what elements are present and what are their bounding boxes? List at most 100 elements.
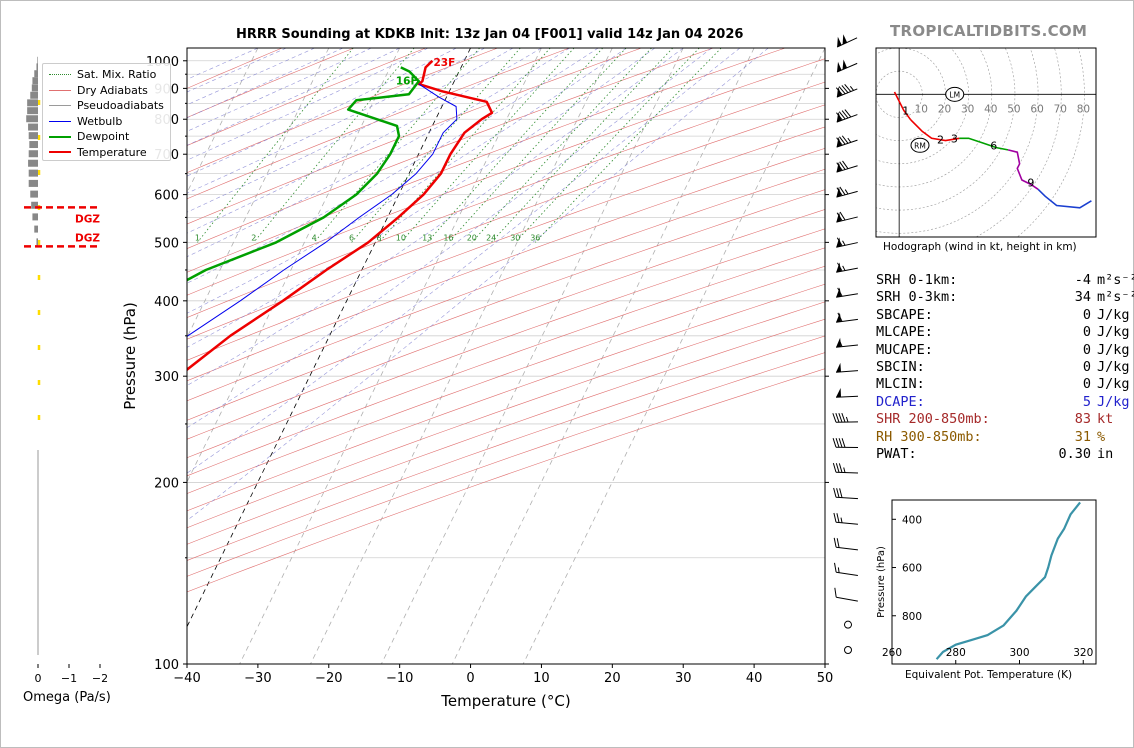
barb-full [841, 110, 849, 119]
param-unit: J/kg [1097, 341, 1130, 358]
barb-flag [836, 362, 842, 373]
dry-adiabat-line [187, 335, 825, 561]
param-value: 0 [1082, 359, 1091, 376]
barb-half [839, 341, 843, 347]
omega-bar [27, 107, 38, 115]
ept-x-tick-label: 260 [882, 647, 902, 659]
omega-bar [27, 99, 38, 107]
wind-barb-shape [836, 312, 858, 323]
wind-barb [835, 387, 859, 398]
skewt-axes: 16F 23F −40 −30 −20 −10 0 10 20 30 40 50 100 200 300 40… [121, 55, 833, 710]
param-value: 0 [1082, 324, 1091, 341]
storm-motion-label: RM [914, 141, 926, 150]
brand-watermark: TROPICALTIDBITS.COM [890, 22, 1088, 40]
dry-adiabat-line [187, 48, 786, 273]
barb-staff [836, 546, 858, 551]
mixing-ratio-label: 10 [396, 233, 406, 242]
barb-flag [836, 237, 842, 248]
ept-plot [935, 501, 1081, 660]
wind-barb-shape [836, 59, 858, 73]
omega-bar [30, 190, 38, 198]
param-value: 0 [1082, 306, 1091, 323]
pseudoadiabat-line [187, 48, 769, 521]
hodograph-ring-label: 40 [984, 103, 997, 115]
ept-x-tick-label: 280 [946, 647, 966, 659]
param-label: MUCAPE: [876, 341, 933, 358]
wind-barb [836, 211, 858, 223]
barb-full [833, 487, 837, 498]
barb-full [839, 136, 846, 145]
y-tick-label: 400 [154, 295, 179, 310]
mixing-ratio-line [400, 48, 575, 243]
barb-full [836, 137, 843, 146]
barb-flag [842, 59, 848, 70]
wind-barb-shape [836, 160, 858, 173]
wind-barb [833, 512, 859, 525]
dry-adiabat-line [187, 48, 642, 225]
barb-staff [836, 318, 858, 323]
param-row: MLCAPE: 0 J/kg [876, 324, 1134, 341]
barb-full [835, 87, 843, 96]
wind-barb [835, 83, 858, 98]
legend-label: Temperature [77, 145, 147, 159]
param-unit: m²s⁻² [1097, 272, 1134, 288]
barb-full [838, 463, 843, 473]
dry-adiabat-line [187, 48, 427, 146]
legend-swatch [49, 105, 71, 106]
x-tick-label: 10 [533, 671, 550, 686]
x-tick-label: 30 [675, 671, 692, 686]
barb-full [835, 463, 840, 473]
legend-label: Pseudoadiabats [77, 99, 164, 112]
legend-swatch [49, 120, 71, 122]
hodograph-ring-label: 20 [938, 103, 951, 115]
barb-full [836, 112, 843, 121]
wind-barb-shape [835, 387, 859, 398]
wind-barb [836, 135, 858, 148]
barb-full [839, 161, 846, 170]
omega-bar [28, 123, 38, 131]
ept-y-axis-label: Pressure (hPa) [876, 546, 887, 618]
wind-barb-shape [836, 186, 858, 198]
dry-adiabat-line [187, 228, 825, 459]
wind-barb [844, 646, 852, 654]
param-value: 5 [1082, 393, 1091, 410]
omega-bar [36, 238, 38, 246]
barb-half [842, 265, 846, 271]
param-unit: in [1097, 446, 1114, 463]
dgz-top-label: DGZ [75, 232, 100, 244]
param-row: RH 300-850mb: 31% [876, 429, 1134, 446]
legend-swatch [49, 135, 71, 138]
wind-barb [833, 537, 858, 551]
calm-wind-circle [844, 620, 852, 629]
param-unit: J/kg [1097, 324, 1130, 341]
mixing-ratio-line [351, 48, 521, 243]
param-label: MLCAPE: [876, 324, 933, 341]
omega-bar [26, 115, 38, 123]
barb-half [849, 86, 854, 91]
hodograph-ring-label: 30 [961, 103, 974, 115]
barb-flag [836, 262, 842, 273]
dry-adiabat-line [187, 189, 825, 421]
barb-flag [836, 312, 842, 323]
ept-frame [891, 499, 1097, 665]
wind-barb [835, 362, 859, 373]
chart-legend: Sat. Mix. Ratio Dry Adiabats Pseudoadiabat… [42, 63, 171, 161]
barb-full [841, 438, 846, 448]
hodograph-ring-label: 50 [1007, 103, 1020, 115]
barb-full [832, 413, 837, 423]
isotherm-line [522, 48, 825, 664]
dry-adiabat-line [187, 283, 825, 512]
barb-staff [836, 596, 858, 602]
param-row: PWAT: 0.30 in [876, 446, 1134, 463]
omega-bar [37, 56, 38, 64]
wind-barb-shape [833, 537, 858, 551]
barb-full [838, 438, 843, 448]
dry-adiabat-line [187, 48, 714, 249]
pseudoadiabat-line [187, 48, 542, 234]
dry-adiabat-line [187, 168, 825, 402]
dry-adiabat-line [187, 81, 825, 318]
param-value: 0.30 [1058, 446, 1091, 463]
hodograph-height-label: 1 [902, 105, 909, 118]
mixing-ratio-label: 2 [251, 233, 256, 242]
barb-flag [836, 387, 842, 398]
